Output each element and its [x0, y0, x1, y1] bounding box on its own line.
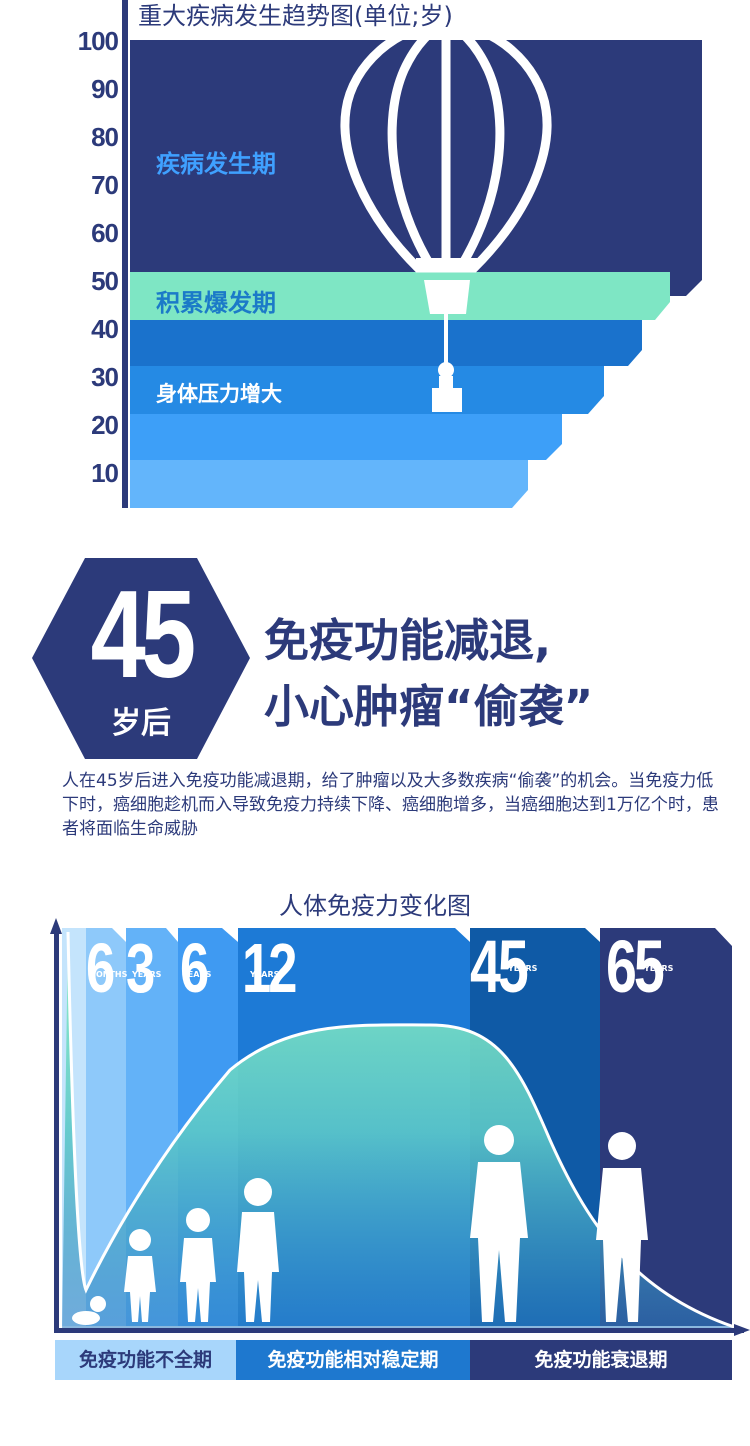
- phase-label-accumulation: 积累爆发期: [156, 289, 276, 317]
- age-number: 45: [90, 566, 197, 704]
- balloon-basket: [424, 280, 470, 314]
- age-suffix: 岁后: [111, 706, 171, 741]
- person-icon-adult-45: [470, 1125, 528, 1322]
- x-axis-line: [54, 1328, 744, 1333]
- hexagon-shape: [32, 558, 250, 759]
- age-unit-text: YEARS: [508, 964, 538, 973]
- headline-line-2: 小心肿瘤“偷袭”: [264, 680, 594, 733]
- balloon-rope: [444, 314, 448, 364]
- age-number-text: 6: [180, 929, 210, 1007]
- chart-title: 重大疾病发生趋势图(单位;岁): [138, 2, 453, 30]
- balloon-icon: [340, 19, 552, 273]
- person-icon-child-6: [180, 1208, 216, 1322]
- balloon-weight-stem: [439, 376, 453, 388]
- bar-level-30: [130, 366, 604, 414]
- y-tick-40: 40: [91, 314, 119, 344]
- person-icon-child-12: [237, 1178, 279, 1322]
- balloon-box: [432, 388, 462, 412]
- y-tick-80: 80: [91, 122, 119, 152]
- y-tick-30: 30: [91, 362, 119, 392]
- age-number-text: 12: [242, 929, 297, 1007]
- y-tick-20: 20: [91, 410, 119, 440]
- bar-level-20: [130, 414, 562, 460]
- person-icon-baby: [72, 1296, 106, 1325]
- age-unit-text: YEARS: [644, 964, 674, 973]
- phase-bar-stable: 免疫功能相对稳定期: [236, 1340, 470, 1380]
- phase-bar-incomplete: 免疫功能不全期: [55, 1340, 236, 1380]
- bar-level-40: [130, 320, 642, 366]
- y-tick-10: 10: [91, 458, 119, 488]
- age-number-text: 6: [86, 929, 116, 1007]
- bar-level-10: [130, 460, 528, 508]
- y-axis-arrow: [50, 918, 62, 934]
- y-tick-70: 70: [91, 170, 119, 200]
- headline-line-1: 免疫功能减退,: [264, 614, 552, 667]
- y-tick-50: 50: [91, 266, 119, 296]
- age-number-text: 45: [470, 925, 529, 1008]
- age-number-text: 65: [606, 925, 665, 1008]
- age-unit-text: MONTHS: [88, 970, 128, 979]
- age-number-text: 3: [126, 929, 156, 1007]
- y-axis-line: [122, 0, 128, 508]
- age-unit-text: YEARS: [182, 970, 212, 979]
- age-hexagon-badge: 45 岁后: [30, 556, 252, 761]
- y-tick-100: 100: [77, 26, 119, 56]
- disease-trend-graphic: [122, 0, 702, 508]
- phase-label-disease: 疾病发生期: [156, 150, 276, 178]
- y-axis-line: [54, 930, 59, 1332]
- person-icon-senior-65: [596, 1132, 648, 1322]
- disease-trend-chart: 重大疾病发生趋势图(单位;岁) 100 90 80 70 60 50 40 30…: [0, 0, 750, 520]
- age-unit-text: YEARS: [250, 970, 280, 979]
- description-paragraph: 人在45岁后进入免疫功能减退期，给了肿瘤以及大多数疾病“偷袭”的机会。当免疫力低…: [62, 771, 719, 839]
- bar-disease-period: [130, 40, 702, 296]
- balloon-ring: [416, 258, 478, 270]
- age-unit-text: YEARS: [132, 970, 162, 979]
- balloon-weight: [438, 362, 454, 378]
- x-axis-arrow: [734, 1324, 750, 1336]
- immunity-chart-title: 人体免疫力变化图: [279, 892, 471, 920]
- y-tick-60: 60: [91, 218, 119, 248]
- immunity-curve-line: [66, 931, 750, 1334]
- bar-accumulation-period: [130, 272, 670, 320]
- immunity-chart: 6 MONTHS 3 YEARS 6 YEARS 12 YEARS 45 YEA…: [0, 910, 750, 1390]
- immunity-graphic: [50, 918, 750, 1336]
- person-icon-child-3: [124, 1229, 156, 1322]
- y-tick-90: 90: [91, 74, 119, 104]
- phase-label-pressure: 身体压力增大: [156, 382, 282, 406]
- immunity-curve-fill: [62, 932, 750, 1332]
- column-6-months: [86, 928, 126, 1326]
- phase-bar-decline: 免疫功能衰退期: [470, 1340, 732, 1380]
